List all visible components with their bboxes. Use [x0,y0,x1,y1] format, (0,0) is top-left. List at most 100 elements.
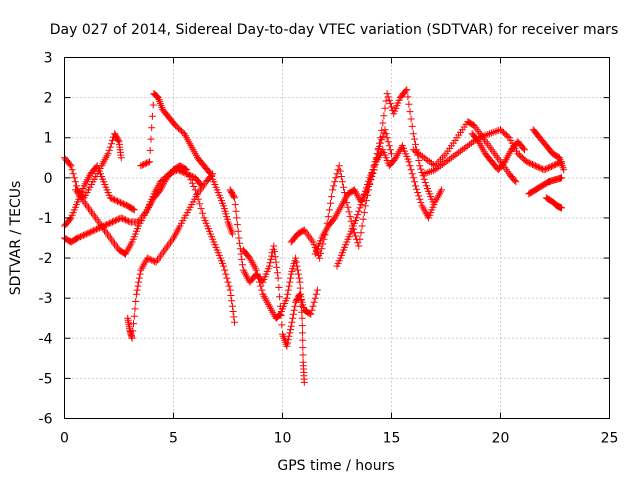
data-point [365,177,373,185]
data-point [165,170,173,178]
data-point [118,199,126,207]
data-point [417,199,425,207]
data-point [285,282,293,290]
data-point [136,270,144,278]
data-point [111,217,119,225]
data-point [228,302,236,310]
data-point [129,327,137,335]
data-point [226,286,234,294]
data-point [495,126,503,134]
data-point [107,219,115,227]
data-point [338,178,346,186]
data-point [416,162,424,170]
data-point [356,204,364,212]
data-point [511,177,519,184]
data-point [143,159,151,167]
series-satellite-track-a [61,130,125,202]
data-point [383,90,391,98]
data-point [103,221,111,229]
data-point [293,262,301,270]
data-point [420,154,428,162]
data-point [340,183,347,191]
data-point [271,253,279,261]
plot-frame [64,57,610,419]
data-point [428,167,435,175]
axis-ticks: 0 5 10 15 20 25 -6 -5 -4 -3 -2 -1 0 1 2 3 [39,51,619,447]
data-point [180,169,188,176]
data-point [327,199,334,207]
data-point [486,130,494,138]
y-tick-label: 2 [44,91,53,107]
data-point [428,159,435,167]
data-point [426,168,434,176]
data-point [560,166,568,174]
data-point [149,101,157,109]
data-point [112,197,120,205]
data-point [85,229,93,237]
data-point [429,167,437,174]
data-point [457,147,464,155]
data-point [288,318,296,326]
data-point [94,225,102,233]
data-point [299,329,306,337]
data-point [353,214,361,222]
data-point [197,205,205,213]
data-point [311,294,319,302]
data-point [272,258,280,266]
data-point [384,138,392,146]
data-point [300,378,308,386]
data-point [289,314,297,322]
data-point [405,100,413,108]
y-tick-label: -4 [39,331,53,347]
data-point [377,134,385,142]
data-point [106,194,114,202]
data-point [344,203,352,211]
data-point [143,254,151,262]
data-point [429,161,437,168]
data-point [307,310,315,318]
y-tick-label: -3 [39,291,53,307]
data-point [438,186,446,194]
x-axis-label: GPS time / hours [277,458,394,474]
data-point [287,326,294,334]
data-point [462,143,470,151]
data-point [296,284,304,292]
data-point [132,298,140,305]
data-point [420,170,428,178]
data-point [357,201,365,209]
data-point [364,181,371,188]
data-point [403,86,411,94]
data-point [285,332,293,340]
data-point [297,290,305,298]
data-point [309,302,317,310]
data-point [359,194,367,202]
data-point [236,239,244,247]
data-point [298,322,306,330]
data-point [540,166,548,174]
data-point [175,167,183,174]
data-point [284,339,292,347]
data-point [298,308,306,316]
data-point [337,173,345,180]
data-point [362,184,370,192]
data-point [316,254,324,262]
data-point [286,329,294,337]
data-point [270,242,278,250]
data-point [407,166,415,174]
data-point [106,219,114,227]
x-tick-label: 5 [169,431,178,447]
data-point [120,215,128,223]
data-point [224,278,232,286]
data-point [358,197,366,205]
data-point [230,193,238,201]
data-point [442,158,450,166]
data-point [484,130,492,138]
data-point [350,229,358,237]
x-tick-label: 25 [601,431,619,447]
data-point [135,274,143,282]
data-point [290,306,298,314]
data-point [140,161,148,168]
data-point [73,182,80,190]
data-point [187,172,195,180]
data-point [412,182,419,190]
